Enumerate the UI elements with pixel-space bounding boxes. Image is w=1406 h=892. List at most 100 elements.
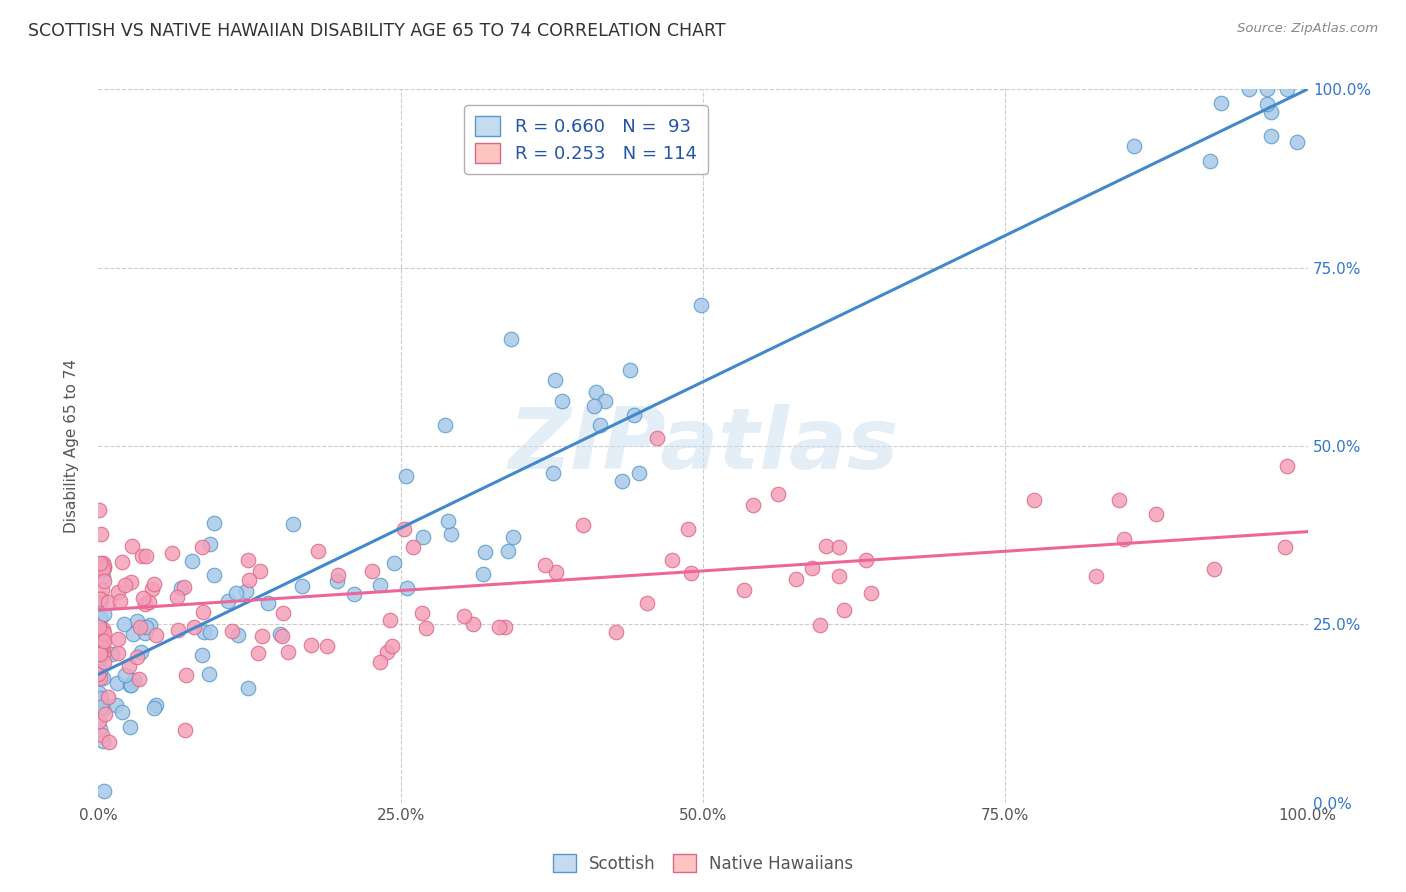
Point bbox=[593, 394, 616, 409]
Point bbox=[343, 587, 366, 601]
Point bbox=[93, 574, 115, 589]
Point bbox=[90, 594, 112, 608]
Point bbox=[97, 690, 120, 705]
Point bbox=[89, 671, 111, 685]
Point bbox=[585, 385, 607, 400]
Point bbox=[225, 586, 247, 600]
Point bbox=[108, 593, 131, 607]
Point bbox=[453, 608, 475, 623]
Point bbox=[87, 620, 110, 634]
Point bbox=[392, 522, 415, 536]
Point bbox=[91, 728, 114, 742]
Point bbox=[1204, 562, 1226, 576]
Point bbox=[228, 628, 250, 642]
Point bbox=[1085, 569, 1108, 583]
Point bbox=[1256, 96, 1278, 111]
Point bbox=[636, 596, 658, 610]
Point bbox=[832, 603, 855, 617]
Point bbox=[325, 574, 347, 588]
Point bbox=[87, 714, 110, 728]
Point bbox=[238, 573, 260, 587]
Point bbox=[89, 647, 111, 661]
Point bbox=[135, 549, 157, 563]
Point bbox=[93, 561, 115, 575]
Point bbox=[89, 646, 111, 660]
Point bbox=[107, 646, 129, 660]
Point bbox=[93, 701, 115, 715]
Point bbox=[198, 667, 221, 681]
Point bbox=[645, 431, 668, 445]
Point bbox=[127, 650, 149, 665]
Point bbox=[114, 668, 136, 682]
Point bbox=[378, 613, 401, 627]
Point bbox=[202, 568, 225, 582]
Point bbox=[129, 645, 152, 659]
Point bbox=[1209, 96, 1232, 111]
Point bbox=[132, 591, 155, 606]
Point bbox=[681, 566, 703, 581]
Point bbox=[1114, 533, 1136, 547]
Point bbox=[472, 567, 495, 582]
Point bbox=[129, 620, 152, 634]
Point bbox=[110, 705, 132, 719]
Point bbox=[90, 623, 112, 637]
Point bbox=[145, 627, 167, 641]
Point bbox=[90, 699, 112, 714]
Point bbox=[90, 643, 112, 657]
Point bbox=[1285, 135, 1308, 149]
Point bbox=[94, 706, 117, 721]
Point bbox=[249, 564, 271, 578]
Point bbox=[411, 606, 433, 620]
Point bbox=[89, 640, 111, 655]
Point bbox=[583, 399, 606, 413]
Point bbox=[93, 559, 115, 574]
Point bbox=[815, 539, 838, 553]
Point bbox=[291, 579, 314, 593]
Point bbox=[91, 561, 114, 575]
Point bbox=[1108, 493, 1130, 508]
Point bbox=[785, 572, 807, 586]
Point bbox=[1122, 138, 1144, 153]
Point bbox=[131, 549, 153, 563]
Text: SCOTTISH VS NATIVE HAWAIIAN DISABILITY AGE 65 TO 74 CORRELATION CHART: SCOTTISH VS NATIVE HAWAIIAN DISABILITY A… bbox=[28, 22, 725, 40]
Point bbox=[277, 645, 299, 659]
Point bbox=[90, 591, 112, 606]
Point bbox=[87, 639, 110, 653]
Point bbox=[488, 620, 510, 634]
Point bbox=[1274, 540, 1296, 554]
Point bbox=[361, 564, 384, 578]
Point bbox=[90, 527, 112, 541]
Point bbox=[238, 681, 260, 695]
Legend: R = 0.660   N =  93, R = 0.253   N = 114: R = 0.660 N = 93, R = 0.253 N = 114 bbox=[464, 105, 707, 174]
Point bbox=[247, 646, 270, 660]
Point bbox=[402, 540, 425, 554]
Point bbox=[87, 686, 110, 700]
Point bbox=[91, 734, 114, 748]
Point bbox=[628, 466, 651, 480]
Point bbox=[415, 621, 437, 635]
Point bbox=[235, 584, 257, 599]
Point bbox=[118, 659, 141, 673]
Point bbox=[181, 554, 204, 568]
Point bbox=[87, 648, 110, 663]
Point bbox=[100, 647, 122, 661]
Point bbox=[800, 561, 823, 575]
Point bbox=[299, 638, 322, 652]
Point bbox=[1144, 508, 1167, 522]
Point bbox=[494, 620, 516, 634]
Point bbox=[499, 332, 522, 346]
Point bbox=[90, 693, 112, 707]
Point bbox=[89, 611, 111, 625]
Point bbox=[610, 475, 633, 489]
Point bbox=[145, 698, 167, 713]
Point bbox=[1256, 82, 1278, 96]
Point bbox=[474, 545, 496, 559]
Point bbox=[368, 578, 391, 592]
Point bbox=[142, 701, 165, 715]
Point bbox=[91, 622, 114, 636]
Point bbox=[828, 541, 851, 555]
Point bbox=[605, 625, 627, 640]
Point bbox=[315, 639, 337, 653]
Point bbox=[676, 522, 699, 536]
Point bbox=[381, 639, 404, 653]
